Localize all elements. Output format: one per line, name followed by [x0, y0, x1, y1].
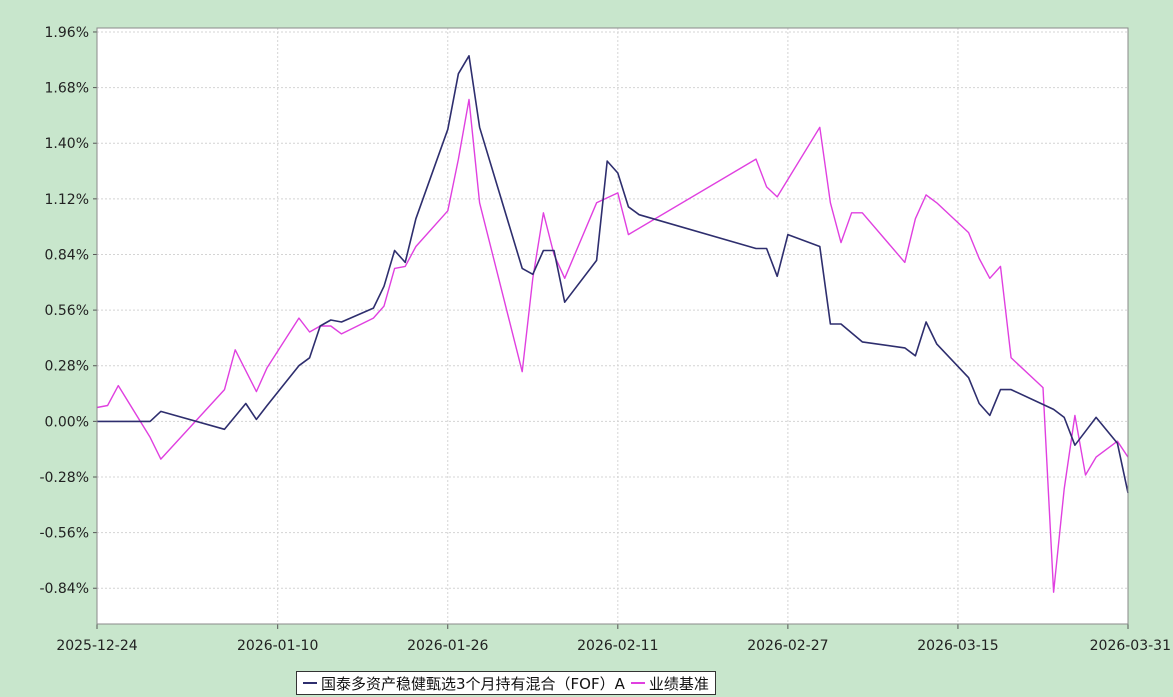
- y-tick-label: -0.28%: [39, 470, 89, 486]
- legend-label-fund: 国泰多资产稳健甄选3个月持有混合（FOF）A: [321, 674, 625, 693]
- y-tick-label: -0.84%: [39, 581, 89, 597]
- x-tick-label: 2026-02-11: [577, 638, 658, 654]
- plot-area: [97, 28, 1128, 624]
- series-layer: [96, 54, 1129, 593]
- x-tick-label: 2025-12-24: [56, 638, 137, 654]
- y-tick-label: 1.40%: [45, 136, 89, 152]
- y-tick-label: 1.96%: [45, 25, 89, 41]
- plot-border: [96, 27, 1129, 625]
- legend-item-benchmark: 业绩基准: [630, 673, 709, 694]
- y-tick-label: 0.00%: [45, 414, 89, 430]
- x-tick-label: 2026-01-26: [407, 638, 488, 654]
- x-tick-label: 2026-02-27: [747, 638, 828, 654]
- x-tick-label: 2026-03-31: [1090, 638, 1171, 654]
- axis-layer: 1.96% 1.68% 1.40% 1.12% 0.84% 0.56% 0.28% 0.00%…: [39, 25, 1171, 654]
- legend-swatch-benchmark: [630, 682, 645, 684]
- line-chart: 1.96% 1.68% 1.40% 1.12% 0.84% 0.56% 0.28% 0.00%…: [39, 25, 1171, 654]
- legend-label-benchmark: 业绩基准: [648, 674, 709, 693]
- series-line-benchmark: [96, 98, 1129, 593]
- legend-item-fund: 国泰多资产稳健甄选3个月持有混合（FOF）A: [303, 673, 625, 694]
- chart-legend: 国泰多资产稳健甄选3个月持有混合（FOF）A 业绩基准: [296, 671, 716, 695]
- y-tick-label: -0.56%: [39, 526, 89, 542]
- y-tick-label: 0.84%: [45, 247, 89, 263]
- y-tick-label: 0.56%: [45, 303, 89, 319]
- y-tick-label: 0.28%: [45, 359, 89, 375]
- x-tick-label: 2026-03-15: [917, 638, 998, 654]
- y-tick-label: 1.12%: [45, 192, 89, 208]
- y-tick-label: 1.68%: [45, 81, 89, 97]
- legend-swatch-fund: [303, 682, 317, 684]
- x-tick-label: 2026-01-10: [237, 638, 318, 654]
- series-line-fund: [97, 54, 1129, 494]
